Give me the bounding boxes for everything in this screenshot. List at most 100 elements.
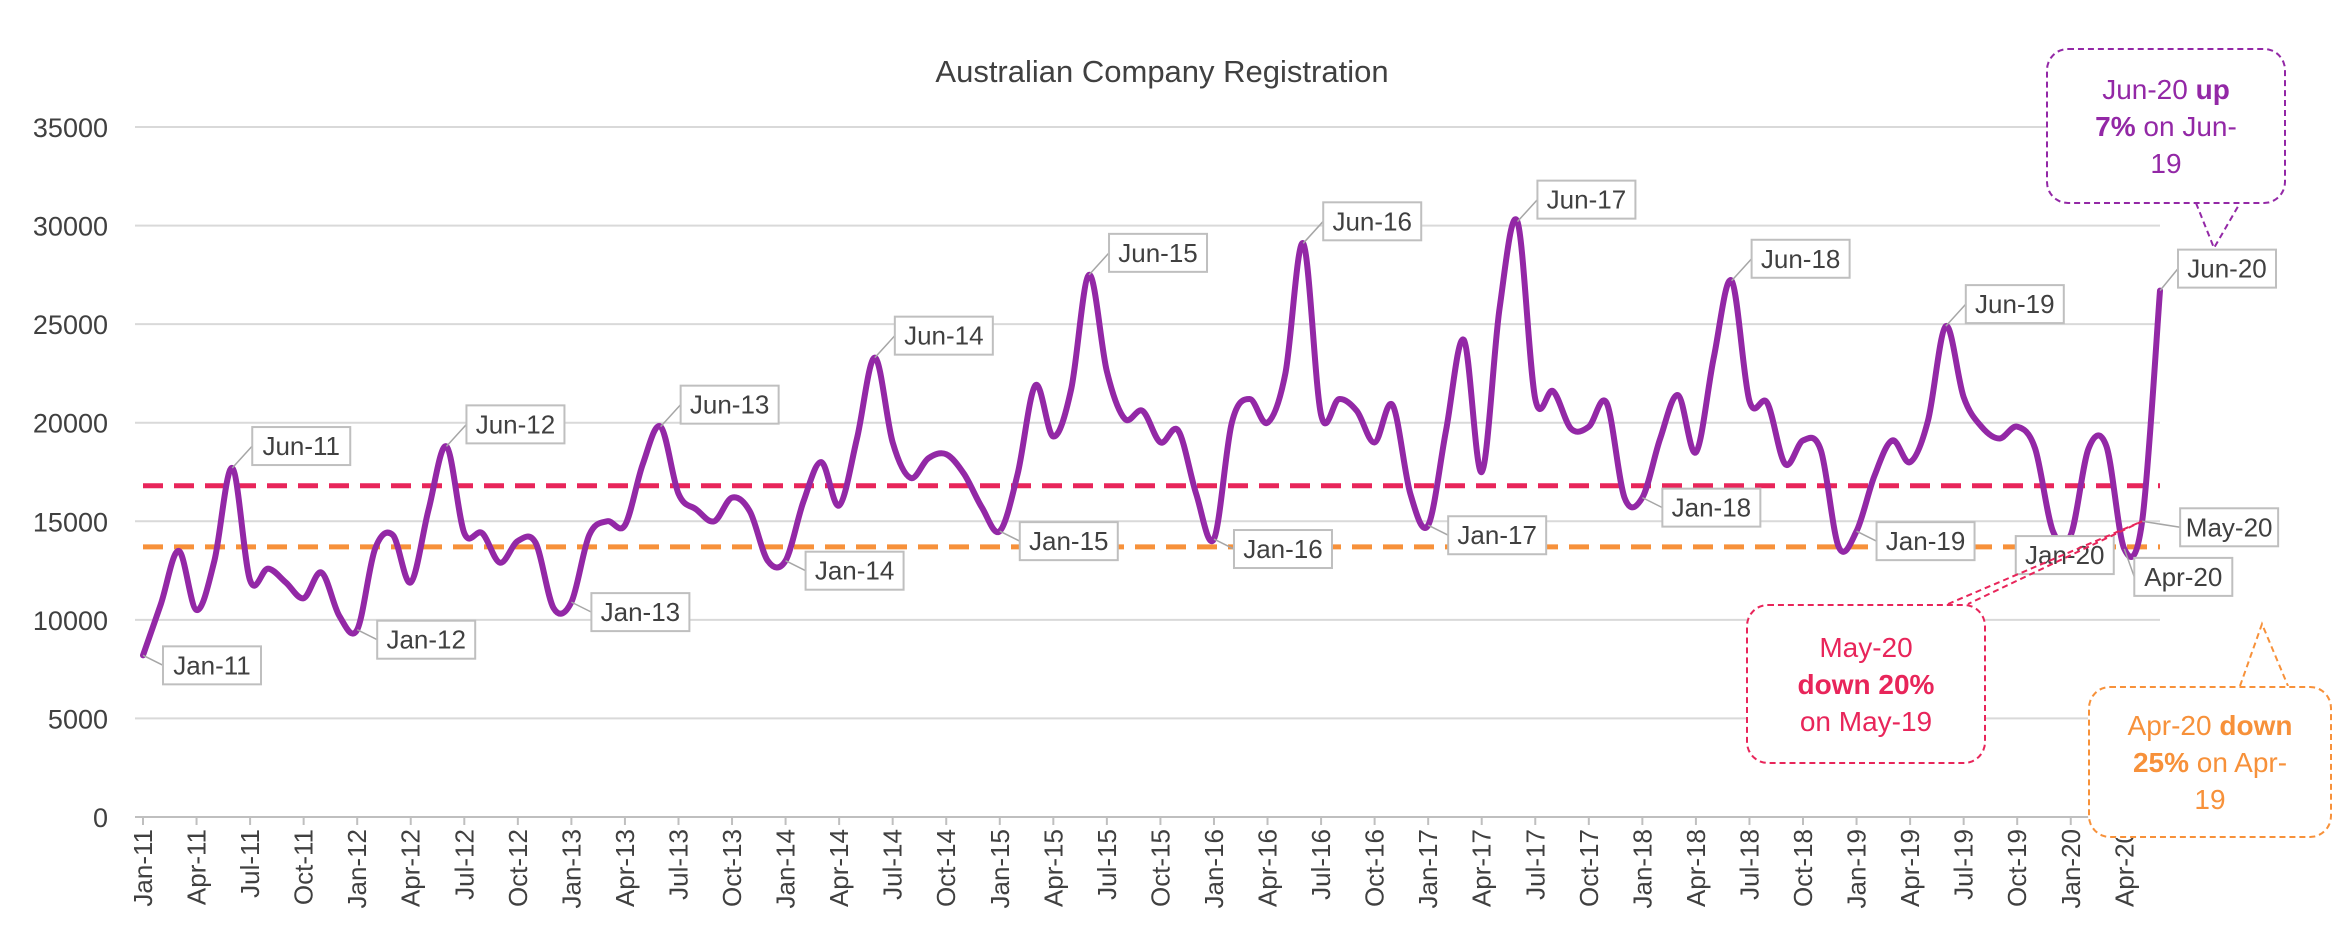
label-box bbox=[1447, 515, 1548, 556]
point-label: Jan-17 bbox=[1427, 515, 1548, 556]
point-label: Jan-14 bbox=[785, 550, 905, 591]
point-label: Jun-16 bbox=[1302, 201, 1423, 244]
y-tick-label: 15000 bbox=[33, 507, 108, 537]
point-label: Apr-20 bbox=[2123, 548, 2234, 597]
label-leader bbox=[1856, 530, 1877, 542]
label-leader bbox=[1945, 303, 1967, 327]
apr-callout-text3: 19 bbox=[2194, 783, 2226, 815]
point-label: Jun-12 bbox=[445, 404, 566, 447]
label-leader bbox=[1427, 524, 1449, 536]
x-tick-label: Jan-12 bbox=[342, 829, 372, 909]
label-box bbox=[2179, 507, 2280, 548]
x-tick-label: Apr-17 bbox=[1467, 829, 1497, 907]
apr-callout-text: Apr-20 bbox=[2127, 709, 2220, 741]
label-text: Jan-18 bbox=[1672, 493, 1752, 523]
y-tick-label: 35000 bbox=[33, 113, 108, 143]
x-tick-label: Jul-15 bbox=[1092, 829, 1122, 900]
label-box bbox=[1232, 529, 1333, 570]
x-tick-label: Apr-20 bbox=[2109, 829, 2139, 907]
x-tick-label: Jul-11 bbox=[235, 829, 265, 898]
point-labels: Jan-11 Jun-11 Jan-12 Jun-12 Jan-13 Jun-13 Jan-… bbox=[142, 179, 2280, 686]
label-box bbox=[2133, 556, 2234, 597]
x-tick-label: Apr-18 bbox=[1681, 829, 1711, 907]
may-callout-tail bbox=[1947, 520, 2143, 605]
label-box bbox=[1536, 179, 1637, 220]
label-text: Jun-14 bbox=[904, 321, 984, 351]
x-tick-label: Oct-15 bbox=[1145, 829, 1175, 907]
label-text: Jun-11 bbox=[262, 431, 340, 461]
label-leader bbox=[999, 530, 1021, 542]
label-text: Jan-20 bbox=[2025, 540, 2105, 570]
x-tick-label: Jul-13 bbox=[663, 829, 693, 900]
apr-callout-emph: down bbox=[2219, 709, 2293, 741]
label-leader bbox=[2159, 268, 2179, 292]
label-leader bbox=[445, 423, 467, 447]
y-tick-label: 0 bbox=[93, 803, 108, 833]
may-callout-emph: down 20% bbox=[1797, 668, 1935, 700]
label-box bbox=[893, 315, 994, 356]
label-text: Jun-20 bbox=[2187, 254, 2267, 284]
label-leader bbox=[356, 629, 378, 641]
point-label: Jan-11 bbox=[142, 645, 262, 686]
label-box bbox=[251, 426, 352, 467]
series-line bbox=[140, 216, 2163, 659]
y-tick-label: 20000 bbox=[33, 409, 108, 439]
x-tick-label: Jan-19 bbox=[1842, 829, 1872, 909]
x-tick-label: Oct-18 bbox=[1788, 829, 1818, 907]
x-tick-label: Jul-16 bbox=[1306, 829, 1336, 900]
label-leader bbox=[2142, 520, 2181, 529]
jun-20-callout: Jun-20 up 7% on Jun- 19 bbox=[2046, 48, 2286, 204]
label-text: Jan-12 bbox=[386, 625, 466, 655]
reference-lines bbox=[143, 483, 2160, 550]
label-leader bbox=[1516, 199, 1538, 223]
x-tick-label: Oct-16 bbox=[1360, 829, 1390, 907]
y-axis-ticks: 0 5000 10000 15000 20000 25000 30000 35000 bbox=[33, 113, 108, 833]
label-box bbox=[1964, 284, 2065, 325]
may-callout-text3: on May-19 bbox=[1799, 705, 1933, 737]
label-box bbox=[376, 619, 477, 660]
label-text: Jun-15 bbox=[1118, 238, 1198, 268]
point-label: Jun-14 bbox=[874, 315, 994, 359]
jun-callout-text: Jun-20 bbox=[2102, 73, 2196, 105]
x-tick-label: Oct-14 bbox=[931, 829, 961, 907]
point-label: May-20 bbox=[2142, 507, 2280, 548]
apr-20-callout: Apr-20 down 25% on Apr- 19 bbox=[2088, 686, 2332, 838]
x-tick-label: Oct-17 bbox=[1574, 829, 1604, 907]
label-leader bbox=[142, 654, 164, 667]
label-text: Jun-13 bbox=[690, 390, 770, 420]
apr-callout-text2: on Apr- bbox=[2188, 746, 2288, 778]
label-box bbox=[1018, 521, 1119, 562]
series-line-group bbox=[140, 216, 2163, 659]
label-box bbox=[1875, 521, 1976, 562]
x-tick-label: Jul-14 bbox=[878, 829, 908, 900]
x-tick-label: Oct-19 bbox=[2002, 829, 2032, 907]
jun-callout-pct: 7% bbox=[2095, 110, 2136, 142]
point-label: Jun-17 bbox=[1516, 179, 1637, 223]
point-label: Jan-12 bbox=[356, 619, 477, 660]
point-label: Jan-15 bbox=[999, 521, 1119, 562]
label-leader bbox=[1642, 496, 1663, 509]
y-tick-label: 5000 bbox=[48, 704, 108, 734]
x-tick-label: Apr-16 bbox=[1253, 829, 1283, 907]
point-label: Jan-18 bbox=[1642, 487, 1762, 528]
label-box bbox=[1322, 201, 1423, 242]
label-box bbox=[679, 384, 780, 425]
x-tick-label: Jan-15 bbox=[985, 829, 1015, 909]
point-label: Jun-11 bbox=[231, 426, 352, 469]
label-text: Jan-19 bbox=[1886, 526, 1966, 556]
point-label: Jun-13 bbox=[660, 384, 780, 428]
label-text: Jan-11 bbox=[173, 650, 251, 680]
chart-title: Australian Company Registration bbox=[935, 54, 1388, 89]
label-text: Jun-12 bbox=[476, 409, 556, 439]
x-tick-label: Jul-19 bbox=[1949, 829, 1979, 900]
label-box bbox=[2177, 248, 2277, 289]
label-leader bbox=[660, 404, 682, 428]
label-leader bbox=[785, 560, 806, 572]
point-label: Jun-18 bbox=[1731, 238, 1851, 282]
y-tick-label: 30000 bbox=[33, 212, 108, 242]
label-text: Jan-13 bbox=[601, 597, 681, 627]
label-box bbox=[804, 550, 905, 591]
y-tick-label: 25000 bbox=[33, 310, 108, 340]
label-leader bbox=[571, 601, 592, 613]
